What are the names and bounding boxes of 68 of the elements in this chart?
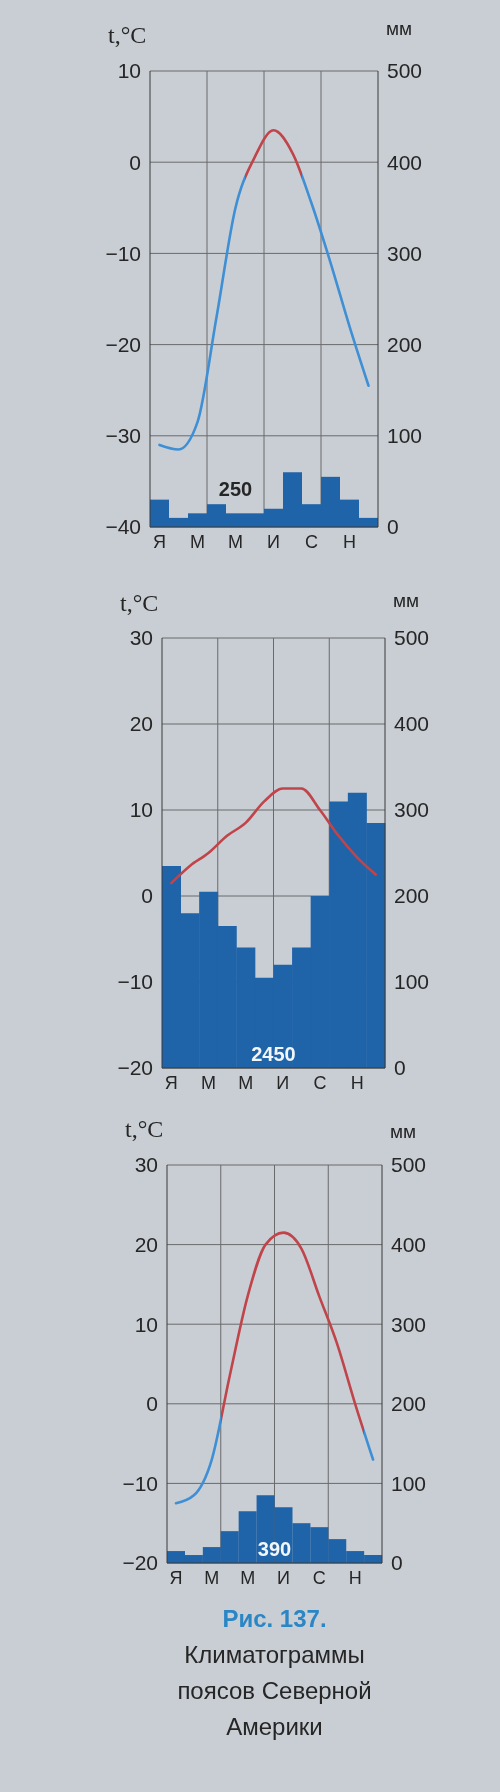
y2-tick-label: 200: [394, 884, 430, 908]
y2-axis-title: мм: [386, 18, 413, 40]
y-tick-label: 0: [141, 884, 153, 908]
y2-tick-label: 500: [391, 1153, 427, 1177]
y-axis-title: t,°C: [108, 22, 147, 48]
y-tick-label: −10: [117, 970, 153, 994]
y-tick-label: −20: [105, 333, 141, 357]
y2-tick-label: 100: [394, 970, 430, 994]
y-tick-label: −20: [117, 1056, 153, 1080]
y-tick-label: −10: [122, 1471, 158, 1495]
x-tick-label: И: [276, 1567, 290, 1588]
y-tick-label: 10: [117, 59, 141, 83]
text: Рис. 137.: [222, 1605, 327, 1632]
y-tick-label: −40: [105, 515, 141, 539]
y-tick-label: 0: [129, 150, 141, 174]
y-tick-label: 20: [134, 1233, 158, 1257]
line-series: [158, 128, 370, 451]
y-tick-label: 10: [129, 798, 153, 822]
y2-tick-label: 200: [387, 333, 423, 357]
x-tick-label: М: [228, 531, 243, 552]
line-series: [169, 787, 378, 885]
x-tick-label: С: [312, 1567, 326, 1588]
x-tick-label: И: [267, 531, 280, 552]
x-tick-label: М: [190, 531, 205, 552]
y2-tick-label: 500: [387, 59, 423, 83]
x-tick-label: И: [276, 1072, 290, 1093]
x-tick-label: М: [240, 1567, 256, 1588]
x-tick-label: Я: [169, 1567, 183, 1588]
y2-tick-label: 200: [391, 1392, 427, 1416]
x-tick-label: Я: [164, 1072, 178, 1093]
x-tick-label: С: [313, 1072, 327, 1093]
x-tick-label: М: [204, 1567, 220, 1588]
y2-tick-label: 100: [387, 424, 423, 448]
y2-axis-title: мм: [390, 1121, 417, 1143]
y2-tick-label: 0: [394, 1056, 406, 1080]
y2-tick-label: 300: [387, 241, 423, 265]
y-tick-label: 20: [129, 712, 153, 736]
y2-tick-label: 300: [394, 798, 430, 822]
x-tick-label: Н: [348, 1567, 362, 1588]
y2-tick-label: 500: [394, 626, 430, 650]
y2-tick-label: 100: [391, 1471, 427, 1495]
y2-tick-label: 0: [387, 515, 399, 539]
y-axis-title: t,°C: [120, 590, 159, 616]
y2-tick-label: 0: [391, 1551, 403, 1575]
line-series: [174, 1231, 375, 1505]
y-tick-label: −30: [105, 424, 141, 448]
annotation: 250: [218, 478, 253, 501]
y2-tick-label: 300: [391, 1312, 427, 1336]
y2-tick-label: 400: [394, 712, 430, 736]
y2-tick-label: 400: [391, 1233, 427, 1257]
x-tick-label: М: [238, 1072, 254, 1093]
y2-axis-title: мм: [393, 590, 420, 612]
x-tick-label: Н: [350, 1072, 364, 1093]
y-axis-title: t,°C: [125, 1116, 164, 1142]
x-tick-label: С: [305, 531, 318, 552]
y2-tick-label: 400: [387, 150, 423, 174]
y-tick-label: 0: [146, 1392, 158, 1416]
x-tick-label: Я: [153, 531, 166, 552]
y-tick-label: 10: [134, 1312, 158, 1336]
y-tick-label: 30: [134, 1153, 158, 1177]
y-tick-label: −10: [105, 241, 141, 265]
y-tick-label: −20: [122, 1551, 158, 1575]
annotation: 2450: [251, 1043, 296, 1065]
y-tick-label: 30: [129, 626, 153, 650]
text: Климатограммы поясов Северной Америки: [177, 1641, 372, 1740]
annotation: 390: [257, 1538, 292, 1560]
x-tick-label: Н: [343, 531, 356, 552]
x-tick-label: М: [200, 1072, 216, 1093]
